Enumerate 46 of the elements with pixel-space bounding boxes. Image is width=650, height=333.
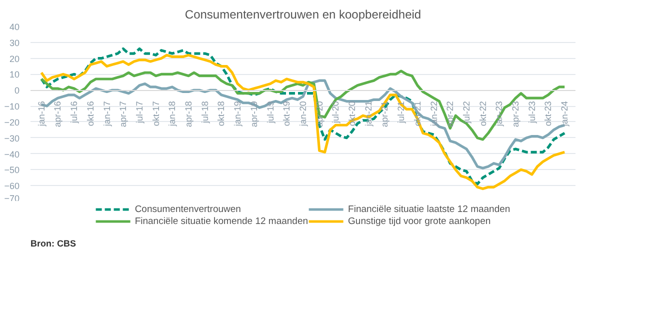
x-tick-label: jan-21 xyxy=(363,101,374,128)
y-tick-label: −10 xyxy=(4,102,20,112)
x-tick-label: okt-22 xyxy=(478,101,488,126)
x-tick-label: jan-16 xyxy=(36,101,46,128)
chart-title: Consumentenvertrouwen en koopbereidheid xyxy=(184,8,422,22)
x-tick-label: okt-17 xyxy=(150,101,161,126)
x-tick-label: okt-16 xyxy=(85,101,96,126)
x-tick-label: jan-20 xyxy=(298,101,308,128)
y-tick-label: −40 xyxy=(4,149,20,160)
x-tick-label: okt-19 xyxy=(282,101,292,126)
legend-label: Financiële situatie komende 12 maanden xyxy=(134,215,308,227)
x-tick-label: jul-18 xyxy=(200,101,210,124)
x-tick-label: apr-18 xyxy=(184,101,194,128)
x-tick-label: jul-17 xyxy=(134,101,144,124)
x-tick-label: okt-23 xyxy=(543,101,554,126)
x-tick-label: jul-23 xyxy=(526,101,537,124)
x-tick-label: jul-16 xyxy=(69,101,80,124)
y-tick-label: 0 xyxy=(14,86,20,96)
legend-label: Gunstige tijd voor grote aankopen xyxy=(348,215,491,227)
y-tick-label: −20 xyxy=(4,117,20,128)
x-tick-label: jul-20 xyxy=(330,101,341,124)
x-tick-label: okt-20 xyxy=(347,101,358,126)
legend-label: Financiële situatie laatste 12 maanden xyxy=(348,203,510,215)
x-tick-label: apr-22 xyxy=(445,101,456,128)
y-tick-label: 30 xyxy=(9,38,20,48)
x-tick-label: jan-19 xyxy=(232,101,243,128)
y-tick-label: −60 xyxy=(4,181,20,192)
x-tick-label: apr-17 xyxy=(118,101,128,128)
text: Bron: CBS xyxy=(30,238,76,248)
y-tick-label: 10 xyxy=(9,70,20,80)
x-tick-label: apr-16 xyxy=(52,101,63,128)
y-tick-label: 40 xyxy=(9,22,20,32)
x-tick-label: jan-24 xyxy=(560,101,570,128)
y-tick-label: −50 xyxy=(4,165,20,176)
x-tick-label: jan-23 xyxy=(494,101,504,128)
x-tick-label: jan-18 xyxy=(167,101,178,128)
x-tick-label: jul-21 xyxy=(396,101,406,124)
legend-label: Consumentenvertrouwen xyxy=(134,203,241,215)
x-tick-label: jul-22 xyxy=(462,101,472,124)
y-tick-label: −30 xyxy=(4,133,20,144)
x-tick-label: apr-23 xyxy=(510,101,521,128)
x-tick-label: jan-17 xyxy=(102,101,112,128)
y-tick-label: 20 xyxy=(9,54,20,64)
x-tick-label: apr-21 xyxy=(380,101,390,128)
x-tick-label: apr-20 xyxy=(314,101,324,128)
x-tick-label: okt-18 xyxy=(216,101,226,126)
